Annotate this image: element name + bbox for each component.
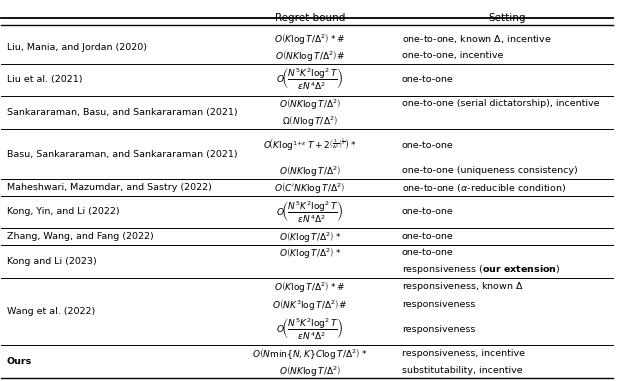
Text: $O\left(NK\log T/\Delta^2\right)\#$: $O\left(NK\log T/\Delta^2\right)\#$ (275, 48, 345, 63)
Text: responsiveness, known $\Delta$: responsiveness, known $\Delta$ (402, 280, 524, 293)
Text: one-to-one, incentive: one-to-one, incentive (402, 51, 503, 60)
Text: $O\left(K\log T/\Delta^2\right)*\#$: $O\left(K\log T/\Delta^2\right)*\#$ (274, 279, 346, 294)
Text: $O\!\left(\dfrac{N^5 K^2\log^2 T}{\varepsilon N^4\Delta^2}\right)$: $O\!\left(\dfrac{N^5 K^2\log^2 T}{\varep… (276, 316, 344, 342)
Text: $O\left(C'NK\log T/\Delta^2\right)$: $O\left(C'NK\log T/\Delta^2\right)$ (275, 180, 346, 195)
Text: Wang et al. (2022): Wang et al. (2022) (7, 307, 95, 316)
Text: Setting: Setting (488, 13, 526, 23)
Text: Ours: Ours (7, 357, 32, 366)
Text: $O\!\left(\dfrac{N^5 K^2\log^2 T}{\varepsilon N^4\Delta^2}\right)$: $O\!\left(\dfrac{N^5 K^2\log^2 T}{\varep… (276, 67, 344, 93)
Text: one-to-one: one-to-one (402, 141, 454, 150)
Text: $O\left(NK\log T/\Delta^2\right)$: $O\left(NK\log T/\Delta^2\right)$ (279, 363, 341, 378)
Text: $O\left(NK^3\log T/\Delta^2\right)\#$: $O\left(NK^3\log T/\Delta^2\right)\#$ (272, 297, 348, 312)
Text: one-to-one ($\alpha$-reducible condition): one-to-one ($\alpha$-reducible condition… (402, 182, 566, 194)
Text: responsiveness ($\mathbf{our\ extension}$): responsiveness ($\mathbf{our\ extension}… (402, 263, 560, 276)
Text: responsiveness: responsiveness (402, 300, 475, 309)
Text: $O\!\left(K\log^{1+\varepsilon}T + 2^{\left(\frac{1}{\Delta^2}\right)^{\frac{1}{: $O\!\left(K\log^{1+\varepsilon}T + 2^{\l… (263, 136, 356, 154)
Text: Maheshwari, Mazumdar, and Sastry (2022): Maheshwari, Mazumdar, and Sastry (2022) (7, 183, 212, 192)
Text: Zhang, Wang, and Fang (2022): Zhang, Wang, and Fang (2022) (7, 232, 154, 241)
Text: $O\left(K\log T/\Delta^2\right)*$: $O\left(K\log T/\Delta^2\right)*$ (278, 229, 341, 244)
Text: one-to-one: one-to-one (402, 75, 454, 84)
Text: $O\!\left(\dfrac{N^5 K^2\log^2 T}{\varepsilon N^4\Delta^2}\right)$: $O\!\left(\dfrac{N^5 K^2\log^2 T}{\varep… (276, 199, 344, 225)
Text: one-to-one (serial dictatorship), incentive: one-to-one (serial dictatorship), incent… (402, 99, 599, 109)
Text: one-to-one, known $\Delta$, incentive: one-to-one, known $\Delta$, incentive (402, 33, 551, 45)
Text: Liu, Mania, and Jordan (2020): Liu, Mania, and Jordan (2020) (7, 43, 147, 51)
Text: substitutability, incentive: substitutability, incentive (402, 365, 522, 375)
Text: one-to-one: one-to-one (402, 232, 454, 241)
Text: Regret bound: Regret bound (275, 13, 345, 23)
Text: Sankararaman, Basu, and Sankararaman (2021): Sankararaman, Basu, and Sankararaman (20… (7, 108, 237, 117)
Text: one-to-one: one-to-one (402, 248, 454, 258)
Text: $O\left(NK\log T/\Delta^2\right)$: $O\left(NK\log T/\Delta^2\right)$ (279, 96, 341, 111)
Text: Basu, Sankararaman, and Sankararaman (2021): Basu, Sankararaman, and Sankararaman (20… (7, 150, 237, 158)
Text: Liu et al. (2021): Liu et al. (2021) (7, 75, 83, 84)
Text: responsiveness, incentive: responsiveness, incentive (402, 349, 525, 358)
Text: one-to-one: one-to-one (402, 207, 454, 216)
Text: one-to-one (uniqueness consistency): one-to-one (uniqueness consistency) (402, 166, 577, 175)
Text: $O\left(NK\log T/\Delta^2\right)$: $O\left(NK\log T/\Delta^2\right)$ (279, 163, 341, 178)
Text: $O\left(K\log T/\Delta^2\right)*\#$: $O\left(K\log T/\Delta^2\right)*\#$ (274, 31, 346, 46)
Text: responsiveness: responsiveness (402, 325, 475, 334)
Text: $\Omega\left(N\log T/\Delta^2\right)$: $\Omega\left(N\log T/\Delta^2\right)$ (282, 113, 338, 128)
Text: Kong and Li (2023): Kong and Li (2023) (7, 257, 97, 266)
Text: Kong, Yin, and Li (2022): Kong, Yin, and Li (2022) (7, 207, 120, 216)
Text: $O\left(N\min\{N,K\}C\log T/\Delta^2\right)*$: $O\left(N\min\{N,K\}C\log T/\Delta^2\rig… (252, 346, 367, 361)
Text: $O\left(K\log T/\Delta^2\right)*$: $O\left(K\log T/\Delta^2\right)*$ (278, 245, 341, 260)
